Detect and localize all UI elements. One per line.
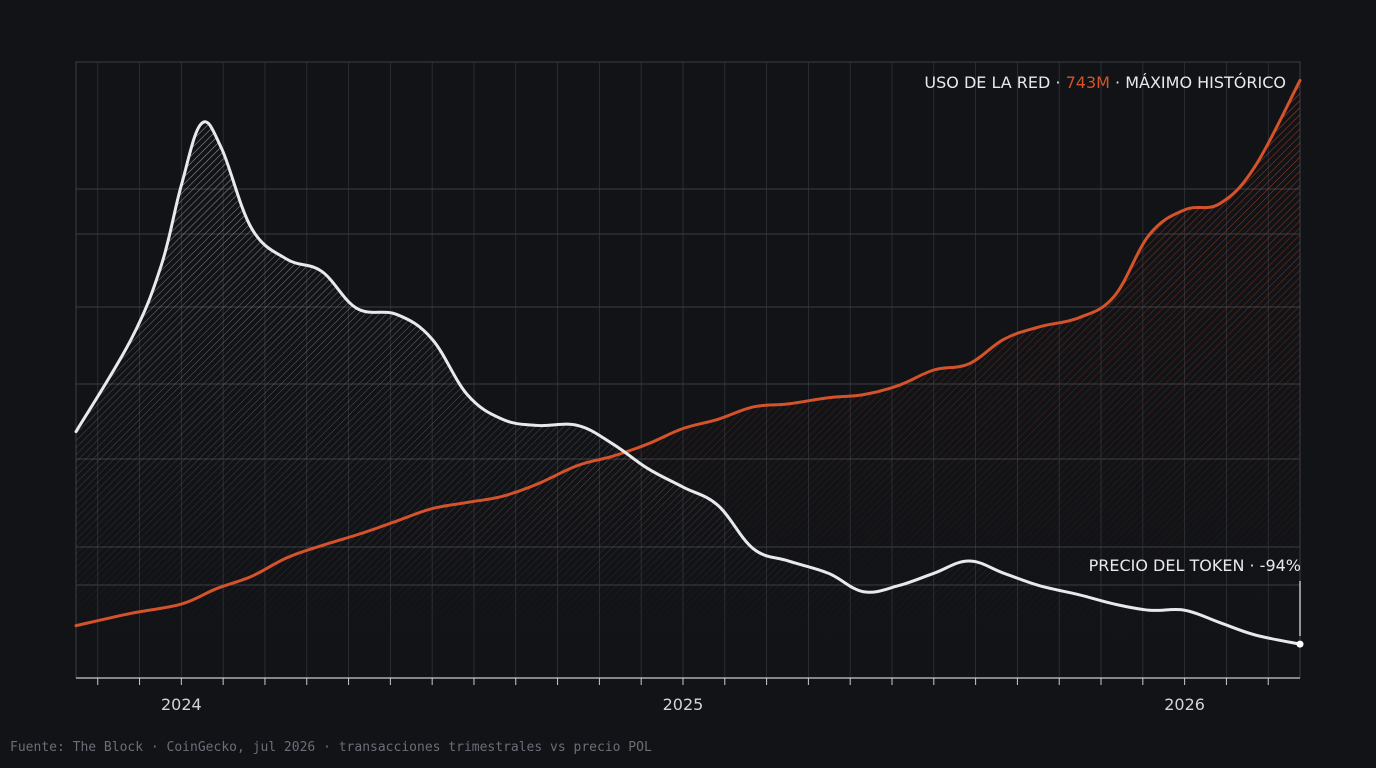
x-tick-label: 2026	[1164, 695, 1205, 714]
x-tick-label: 2024	[161, 695, 202, 714]
x-axis	[76, 677, 1300, 685]
token-price-hatch	[76, 121, 1300, 679]
source-note: Fuente: The Block · CoinGecko, jul 2026 …	[10, 740, 652, 755]
series-lines	[74, 78, 1304, 648]
network-usage-line	[74, 78, 1302, 628]
network-usage-annotation: USO DE LA RED · 743M · MÁXIMO HISTÓRICO	[924, 73, 1286, 92]
token-price-endpoint	[1296, 640, 1304, 648]
network-usage-value: 743M	[1066, 73, 1110, 92]
network-usage-prefix: USO DE LA RED ·	[924, 73, 1065, 92]
x-tick-labels: 2024 2025 2026	[161, 695, 1205, 714]
token-price-line	[74, 120, 1302, 646]
token-price-area	[76, 121, 1300, 679]
network-usage-suffix: · MÁXIMO HISTÓRICO	[1110, 73, 1286, 92]
x-tick-label: 2025	[663, 695, 704, 714]
token-price-annotation: PRECIO DEL TOKEN · -94%	[1089, 556, 1301, 575]
